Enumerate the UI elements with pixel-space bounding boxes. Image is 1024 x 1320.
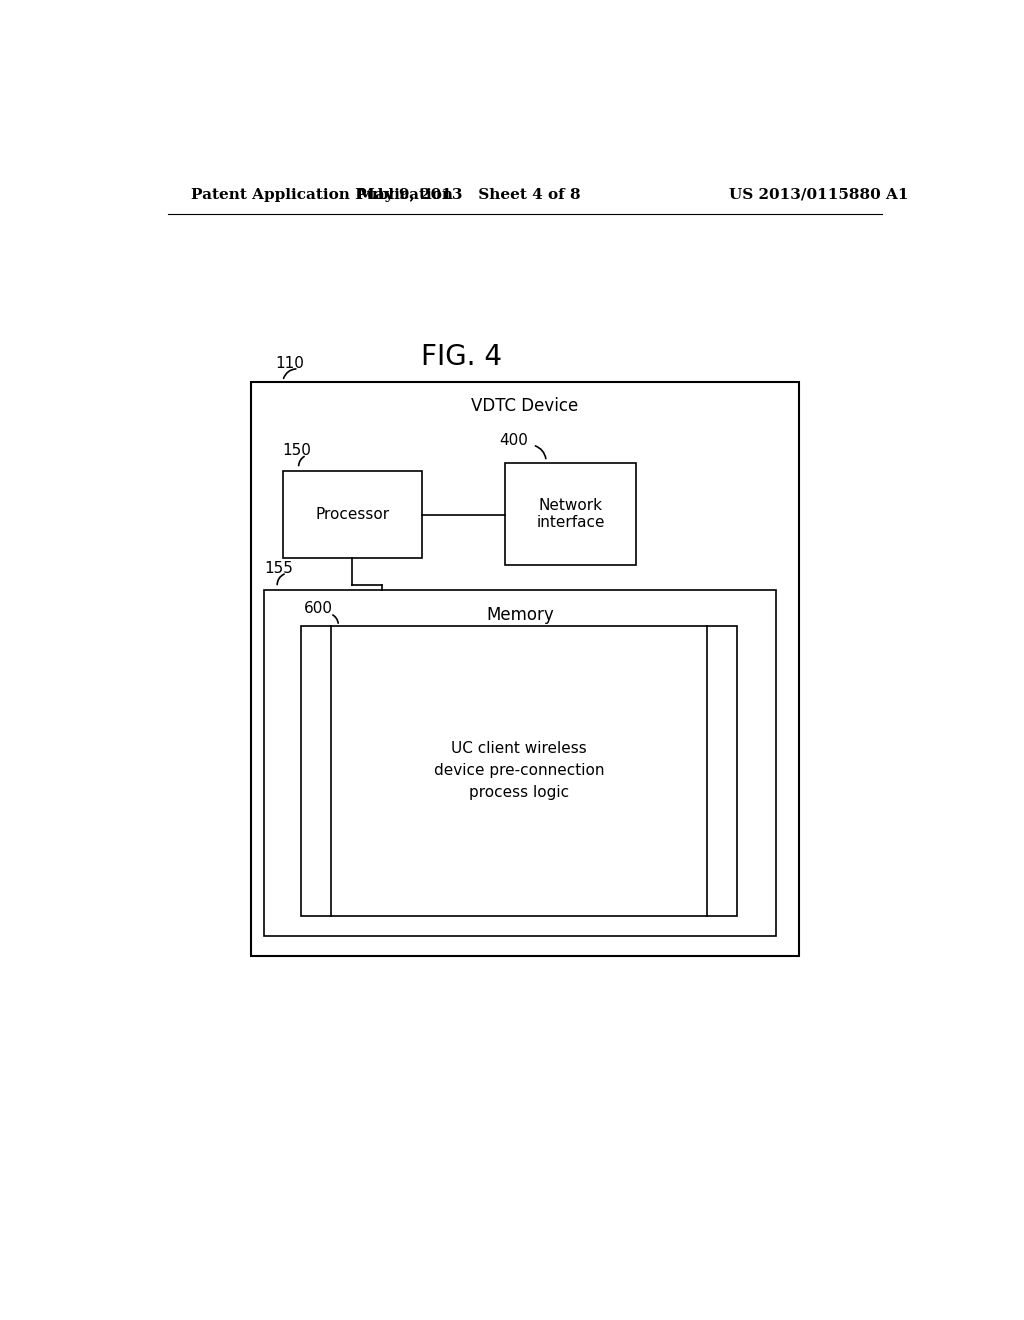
Bar <box>505 463 636 565</box>
Text: FIG. 4: FIG. 4 <box>421 343 502 371</box>
Text: 110: 110 <box>274 356 304 371</box>
Bar <box>264 590 776 936</box>
Bar <box>301 626 737 916</box>
Bar <box>283 471 422 558</box>
Text: Patent Application Publication: Patent Application Publication <box>191 187 454 202</box>
Text: 400: 400 <box>500 433 528 449</box>
Text: Network
interface: Network interface <box>537 498 605 531</box>
Text: 150: 150 <box>283 442 311 458</box>
Text: May 9, 2013   Sheet 4 of 8: May 9, 2013 Sheet 4 of 8 <box>358 187 581 202</box>
Text: VDTC Device: VDTC Device <box>471 397 579 416</box>
Text: UC client wireless
device pre-connection
process logic: UC client wireless device pre-connection… <box>434 741 604 800</box>
Bar <box>251 381 799 956</box>
Text: Memory: Memory <box>486 606 554 623</box>
Text: US 2013/0115880 A1: US 2013/0115880 A1 <box>729 187 908 202</box>
Text: Processor: Processor <box>315 507 389 523</box>
Text: 155: 155 <box>264 561 293 576</box>
Text: 600: 600 <box>304 601 333 616</box>
